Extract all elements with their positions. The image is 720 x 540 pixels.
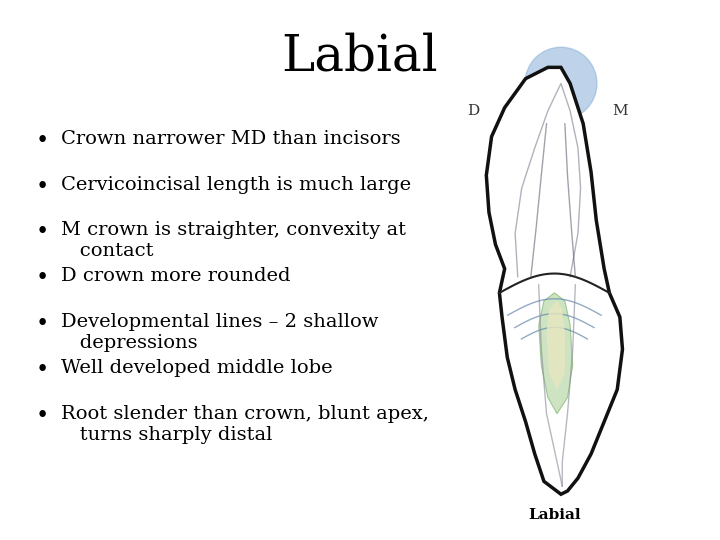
- Polygon shape: [486, 68, 623, 494]
- Polygon shape: [500, 293, 561, 494]
- Text: Labial: Labial: [528, 508, 581, 522]
- Text: Cervicoincisal length is much large: Cervicoincisal length is much large: [61, 176, 411, 193]
- Text: Crown narrower MD than incisors: Crown narrower MD than incisors: [61, 130, 401, 147]
- Text: Well developed middle lobe: Well developed middle lobe: [61, 359, 333, 377]
- Text: •: •: [36, 359, 49, 381]
- Polygon shape: [546, 301, 565, 389]
- Text: •: •: [36, 313, 49, 335]
- Polygon shape: [539, 293, 572, 414]
- Polygon shape: [561, 293, 623, 494]
- Text: D crown more rounded: D crown more rounded: [61, 267, 291, 285]
- Ellipse shape: [525, 47, 597, 120]
- Text: M crown is straighter, convexity at
   contact: M crown is straighter, convexity at cont…: [61, 221, 406, 260]
- Text: Root slender than crown, blunt apex,
   turns sharply distal: Root slender than crown, blunt apex, tur…: [61, 405, 429, 444]
- Polygon shape: [486, 68, 561, 293]
- Text: •: •: [36, 267, 49, 289]
- Text: •: •: [36, 405, 49, 427]
- Text: Developmental lines – 2 shallow
   depressions: Developmental lines – 2 shallow depressi…: [61, 313, 379, 352]
- Text: •: •: [36, 221, 49, 244]
- Text: Labial: Labial: [282, 32, 438, 82]
- Text: •: •: [36, 176, 49, 198]
- Text: •: •: [36, 130, 49, 152]
- Text: M: M: [612, 104, 628, 118]
- Text: D: D: [467, 104, 480, 118]
